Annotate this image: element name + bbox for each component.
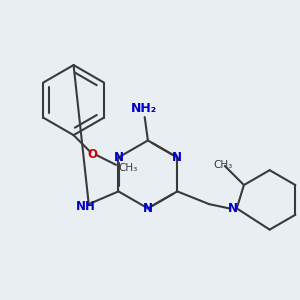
Text: N: N — [113, 151, 124, 164]
Text: N: N — [172, 151, 182, 164]
Text: O: O — [88, 148, 98, 161]
Text: N: N — [227, 202, 238, 215]
Text: N: N — [143, 202, 153, 215]
Text: CH₃: CH₃ — [213, 160, 232, 170]
Text: NH₂: NH₂ — [130, 102, 157, 115]
Text: NH: NH — [76, 200, 95, 213]
Text: CH₃: CH₃ — [118, 163, 137, 173]
